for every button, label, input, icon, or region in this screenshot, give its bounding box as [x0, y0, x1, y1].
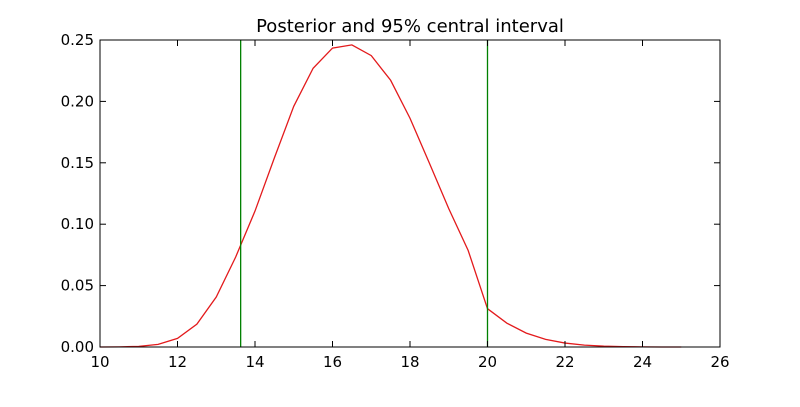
x-tick-label: 26 — [710, 353, 729, 371]
x-tick-label: 10 — [90, 353, 109, 371]
x-tick-label: 18 — [400, 353, 419, 371]
chart-title: Posterior and 95% central interval — [256, 16, 564, 37]
y-tick-label: 0.05 — [61, 277, 94, 295]
x-tick-label: 24 — [633, 353, 652, 371]
posterior-curve — [99, 44, 682, 348]
x-tick-label: 22 — [555, 353, 574, 371]
tick-layer: 10 12 14 16 18 20 22 24 26 0.00 0.05 0.10 0.15 0.20 0.… — [61, 31, 730, 371]
plot-frame — [99, 39, 721, 348]
y-tick-label: 0.20 — [61, 92, 94, 110]
x-tick-label: 20 — [478, 353, 497, 371]
x-tick-label: 16 — [323, 353, 342, 371]
x-tick-label: 14 — [245, 353, 264, 371]
y-tick-label: 0.25 — [61, 31, 94, 49]
y-tick-label: 0.15 — [61, 154, 94, 172]
y-tick-label: 0.00 — [61, 338, 94, 356]
plot-layer — [99, 40, 682, 348]
y-tick-label: 0.10 — [61, 215, 94, 233]
x-tick-label: 12 — [168, 353, 187, 371]
